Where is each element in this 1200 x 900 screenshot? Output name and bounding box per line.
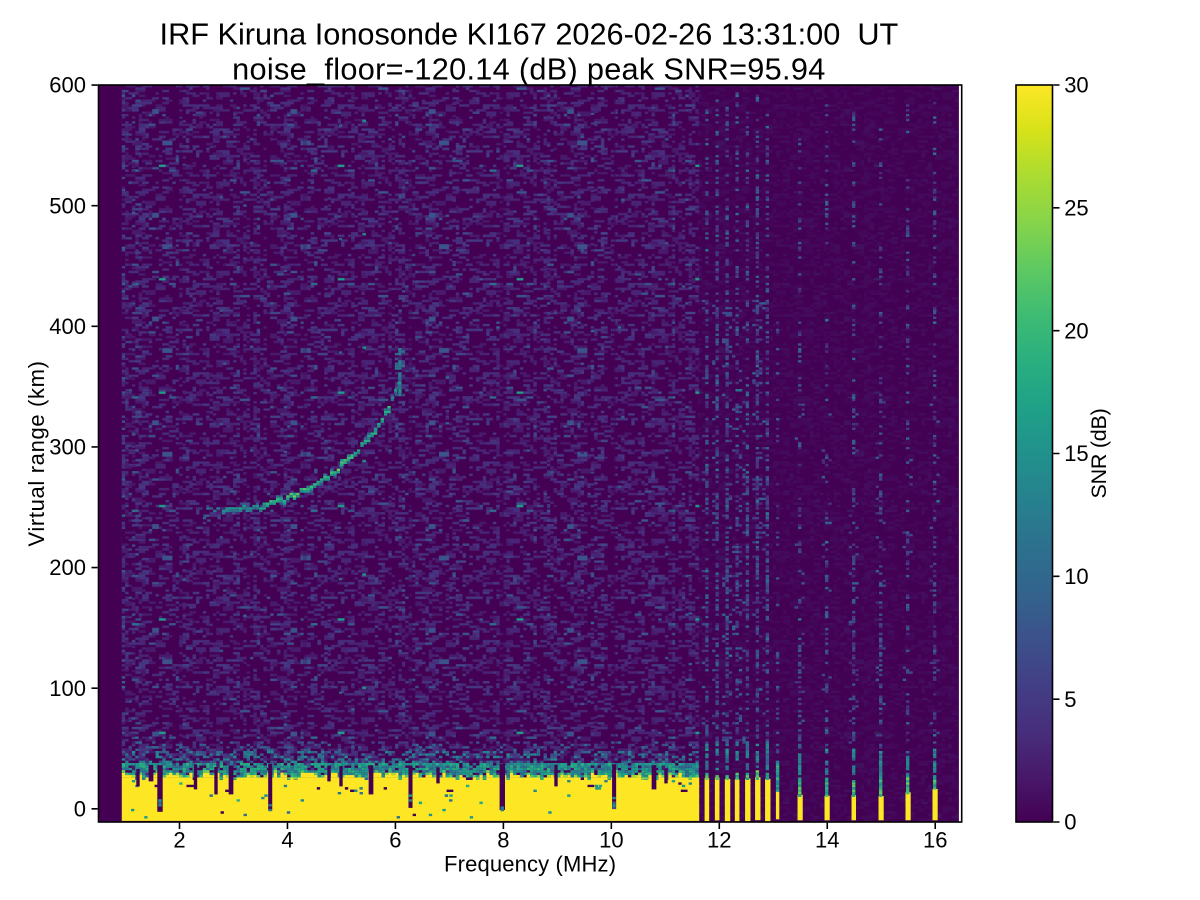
svg-text:500: 500 [49, 193, 86, 218]
svg-text:10: 10 [599, 828, 623, 853]
svg-text:30: 30 [1064, 73, 1088, 98]
svg-text:Frequency (MHz): Frequency (MHz) [444, 852, 616, 877]
svg-text:10: 10 [1064, 564, 1088, 589]
svg-text:0: 0 [1064, 810, 1076, 835]
svg-text:200: 200 [49, 555, 86, 580]
svg-text:14: 14 [815, 828, 839, 853]
svg-text:300: 300 [49, 435, 86, 460]
svg-text:2: 2 [173, 828, 185, 853]
svg-text:600: 600 [49, 73, 86, 98]
svg-text:0: 0 [74, 797, 86, 822]
svg-text:4: 4 [281, 828, 293, 853]
svg-text:12: 12 [707, 828, 731, 853]
svg-text:5: 5 [1064, 687, 1076, 712]
svg-text:IRF Kiruna Ionosonde KI167 202: IRF Kiruna Ionosonde KI167 2026-02-26 13… [160, 17, 899, 52]
svg-text:8: 8 [497, 828, 509, 853]
svg-text:25: 25 [1064, 196, 1088, 221]
svg-text:noise_floor=-120.14 (dB) peak: noise_floor=-120.14 (dB) peak SNR=95.94 [232, 52, 825, 87]
svg-text:15: 15 [1064, 441, 1088, 466]
svg-text:Virtual range (km): Virtual range (km) [24, 360, 49, 546]
svg-text:6: 6 [389, 828, 401, 853]
svg-text:16: 16 [923, 828, 947, 853]
svg-text:400: 400 [49, 314, 86, 339]
svg-text:SNR (dB): SNR (dB) [1087, 409, 1111, 499]
svg-text:20: 20 [1064, 318, 1088, 343]
svg-text:100: 100 [49, 676, 86, 701]
